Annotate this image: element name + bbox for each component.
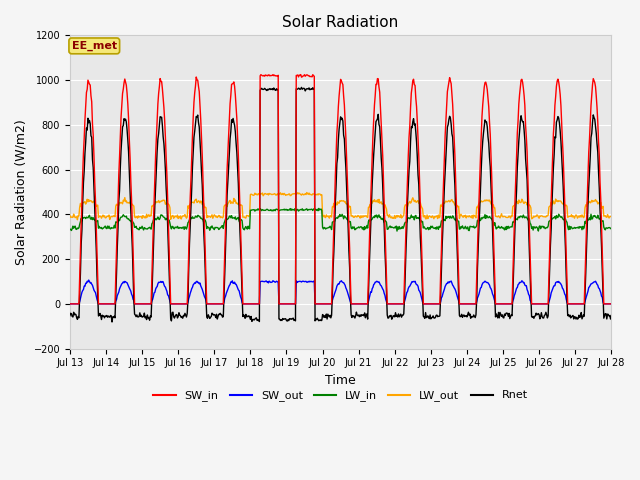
X-axis label: Time: Time bbox=[325, 374, 356, 387]
LW_in bbox=[240, 226, 248, 232]
SW_in bbox=[297, 72, 305, 77]
Line: SW_out: SW_out bbox=[70, 280, 640, 304]
Legend: SW_in, SW_out, LW_in, LW_out, Rnet: SW_in, SW_out, LW_in, LW_out, Rnet bbox=[149, 386, 532, 406]
Rnet bbox=[419, 313, 427, 319]
SW_out bbox=[66, 301, 74, 307]
LW_in bbox=[419, 225, 427, 231]
LW_out bbox=[452, 201, 460, 206]
SW_in bbox=[66, 301, 74, 307]
SW_out bbox=[291, 301, 299, 307]
SW_out bbox=[419, 299, 426, 305]
LW_in bbox=[268, 207, 276, 213]
Y-axis label: Solar Radiation (W/m2): Solar Radiation (W/m2) bbox=[15, 119, 28, 265]
Rnet bbox=[108, 319, 116, 325]
SW_in bbox=[290, 301, 298, 307]
LW_out bbox=[134, 213, 142, 219]
SW_out bbox=[134, 301, 142, 307]
LW_in bbox=[290, 207, 298, 213]
LW_out bbox=[303, 190, 310, 195]
SW_out bbox=[241, 301, 248, 307]
Text: EE_met: EE_met bbox=[72, 41, 117, 51]
SW_out bbox=[85, 277, 93, 283]
LW_in bbox=[393, 228, 401, 234]
SW_in bbox=[134, 301, 141, 307]
Rnet bbox=[452, 208, 460, 214]
Title: Solar Radiation: Solar Radiation bbox=[282, 15, 399, 30]
Rnet bbox=[291, 317, 299, 323]
SW_in bbox=[451, 153, 459, 159]
Line: LW_in: LW_in bbox=[70, 208, 640, 231]
Rnet bbox=[269, 87, 276, 93]
LW_in bbox=[66, 226, 74, 232]
SW_out bbox=[269, 278, 276, 284]
LW_out bbox=[241, 214, 248, 220]
LW_out bbox=[291, 191, 299, 197]
Line: LW_out: LW_out bbox=[70, 192, 640, 220]
SW_in bbox=[419, 274, 426, 280]
Rnet bbox=[241, 313, 248, 319]
Line: Rnet: Rnet bbox=[70, 87, 640, 322]
LW_out bbox=[74, 217, 81, 223]
LW_in bbox=[134, 226, 141, 231]
LW_out bbox=[269, 192, 276, 197]
Rnet bbox=[66, 313, 74, 319]
LW_in bbox=[315, 205, 323, 211]
LW_out bbox=[66, 213, 74, 218]
LW_in bbox=[452, 218, 460, 224]
SW_in bbox=[268, 72, 276, 78]
SW_out bbox=[451, 286, 459, 292]
LW_out bbox=[419, 214, 427, 220]
Rnet bbox=[298, 84, 305, 90]
Line: SW_in: SW_in bbox=[70, 74, 640, 304]
SW_in bbox=[240, 301, 248, 307]
Rnet bbox=[134, 314, 142, 320]
